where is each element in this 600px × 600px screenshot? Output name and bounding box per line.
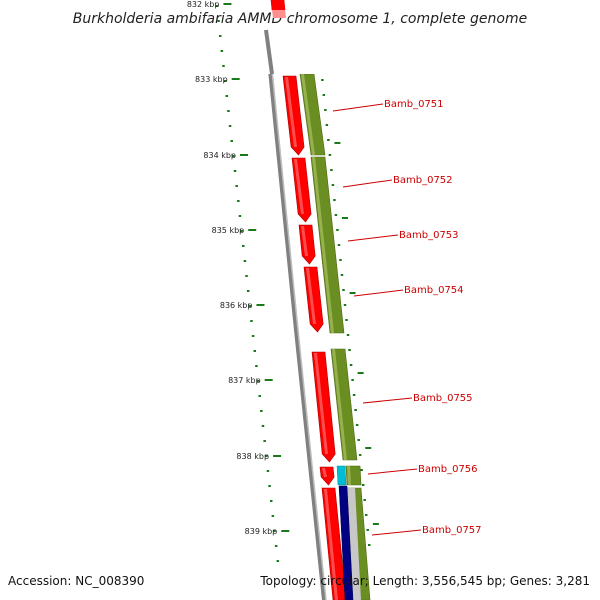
teal-feature	[336, 465, 347, 486]
kbp-tick-label: 839 kbp	[245, 527, 278, 536]
backbone-line	[264, 29, 326, 600]
gene-label: Bamb_0755	[413, 393, 473, 404]
gene-label-leader	[371, 529, 422, 536]
top-gap	[255, 28, 365, 74]
cds-highlight	[285, 77, 297, 147]
misc-feature	[347, 488, 361, 600]
cds-highlight	[322, 468, 327, 477]
cds-arrow	[298, 224, 316, 265]
gene-label-leader	[342, 179, 393, 188]
cds-highlight	[301, 226, 308, 256]
gene-label: Bamb_0752	[393, 175, 453, 186]
gene-label-leader	[367, 468, 418, 475]
map-title: Burkholderia ambifaria AMMD chromosome 1…	[73, 11, 527, 27]
kbp-tick-label: 838 kbp	[236, 452, 269, 461]
gene-label: Bamb_0756	[418, 464, 478, 475]
gene-highlight	[312, 157, 334, 333]
feature-tracks	[255, 0, 371, 600]
kbp-tick-label: 835 kbp	[212, 226, 245, 235]
cds-highlight	[294, 159, 304, 214]
kbp-tick-label: 837 kbp	[228, 376, 261, 385]
gene-label: Bamb_0754	[404, 285, 464, 296]
cds-top-fragment	[271, 0, 285, 10]
gene-highlight	[347, 466, 351, 485]
gene-label: Bamb_0757	[422, 525, 482, 536]
cds-highlight	[314, 353, 328, 454]
kbp-tick-label: 836 kbp	[220, 301, 253, 310]
gene-highlight	[332, 349, 347, 460]
accession-text: Accession: NC_008390	[8, 574, 145, 588]
backbone-highlight	[267, 29, 327, 600]
cds-arrow	[319, 466, 335, 486]
kbp-scale: 832 kbp 833 kbp 834 kbp 835 kbp 836 kbp 837 k…	[187, 0, 379, 562]
kbp-tick-label: 834 kbp	[203, 151, 236, 160]
navy-feature	[338, 485, 354, 600]
topology-text: Topology: circular; Length: 3,556,545 bp…	[260, 574, 590, 588]
gene-label: Bamb_0751	[384, 99, 444, 110]
kbp-tick-label: 833 kbp	[195, 75, 228, 84]
cds-top-fade	[272, 10, 286, 18]
gene-label-leader	[332, 103, 384, 112]
gene-labels: Bamb_0751 Bamb_0752 Bamb_0753 Bamb_0754 Bamb…	[332, 99, 482, 536]
gene-label-leader	[362, 397, 413, 404]
gene-label-leader	[347, 234, 399, 242]
cds-highlight	[306, 268, 316, 324]
gene-label: Bamb_0753	[399, 230, 459, 241]
gene-highlight	[301, 74, 315, 155]
cds-arrow	[311, 351, 336, 463]
kbp-tick-label: 832 kbp	[187, 0, 220, 9]
cds-highlight	[324, 489, 338, 600]
backbone-top	[264, 29, 274, 75]
gene-label-leader	[353, 289, 404, 297]
